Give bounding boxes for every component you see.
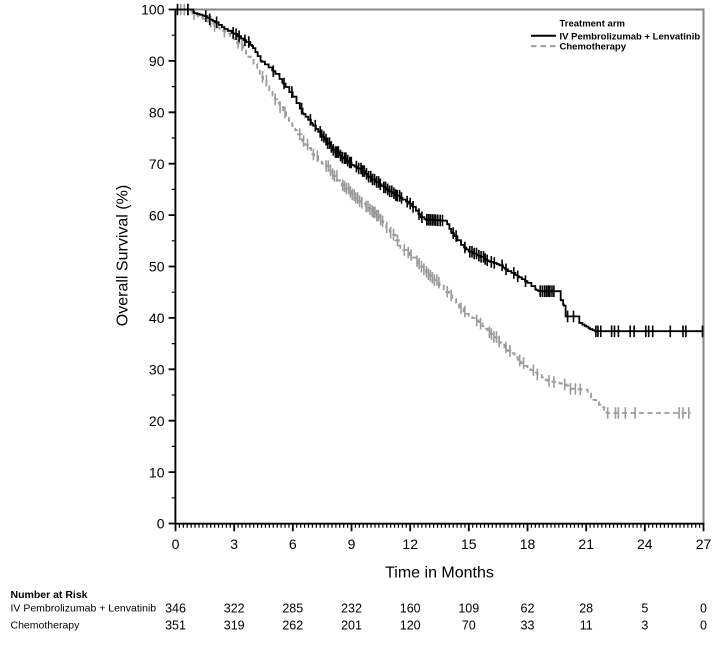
svg-text:351: 351	[165, 618, 186, 632]
svg-text:21: 21	[578, 536, 594, 552]
svg-text:IV Pembrolizumab + Lenvatinib: IV Pembrolizumab + Lenvatinib	[11, 602, 157, 614]
svg-text:62: 62	[521, 601, 535, 615]
svg-text:27: 27	[696, 536, 712, 552]
svg-text:0: 0	[700, 618, 707, 632]
svg-text:33: 33	[521, 618, 535, 632]
svg-text:30: 30	[149, 362, 165, 378]
svg-text:15: 15	[461, 536, 477, 552]
svg-text:70: 70	[462, 618, 476, 632]
svg-text:285: 285	[282, 601, 303, 615]
svg-text:201: 201	[341, 618, 362, 632]
svg-text:50: 50	[149, 259, 165, 275]
svg-text:319: 319	[224, 618, 245, 632]
svg-text:90: 90	[149, 53, 165, 69]
svg-text:28: 28	[579, 601, 593, 615]
svg-text:6: 6	[289, 536, 297, 552]
svg-text:18: 18	[520, 536, 536, 552]
svg-text:0: 0	[172, 536, 180, 552]
svg-text:0: 0	[700, 601, 707, 615]
svg-text:5: 5	[641, 601, 648, 615]
svg-text:70: 70	[149, 156, 165, 172]
svg-text:262: 262	[282, 618, 303, 632]
svg-text:3: 3	[641, 618, 648, 632]
svg-text:3: 3	[230, 536, 238, 552]
svg-text:10: 10	[149, 464, 165, 480]
svg-text:80: 80	[149, 105, 165, 121]
svg-text:40: 40	[149, 310, 165, 326]
svg-text:232: 232	[341, 601, 362, 615]
svg-text:Number at Risk: Number at Risk	[11, 589, 88, 601]
svg-text:346: 346	[165, 601, 186, 615]
svg-text:Time in Months: Time in Months	[385, 564, 494, 581]
svg-text:100: 100	[141, 2, 165, 18]
svg-text:109: 109	[458, 601, 479, 615]
svg-text:322: 322	[224, 601, 245, 615]
svg-text:12: 12	[402, 536, 418, 552]
svg-text:9: 9	[348, 536, 356, 552]
svg-text:20: 20	[149, 413, 165, 429]
svg-text:24: 24	[637, 536, 653, 552]
svg-text:160: 160	[400, 601, 421, 615]
svg-text:Overall Survival (%): Overall Survival (%)	[115, 185, 132, 326]
svg-text:11: 11	[580, 618, 593, 632]
svg-text:Treatment arm: Treatment arm	[560, 18, 625, 29]
svg-text:Chemotherapy: Chemotherapy	[11, 619, 81, 631]
svg-text:120: 120	[400, 618, 421, 632]
svg-text:IV Pembrolizumab + Lenvatinib: IV Pembrolizumab + Lenvatinib	[560, 31, 701, 42]
svg-text:Chemotherapy: Chemotherapy	[560, 42, 627, 53]
svg-text:60: 60	[149, 207, 165, 223]
svg-text:0: 0	[157, 516, 165, 532]
